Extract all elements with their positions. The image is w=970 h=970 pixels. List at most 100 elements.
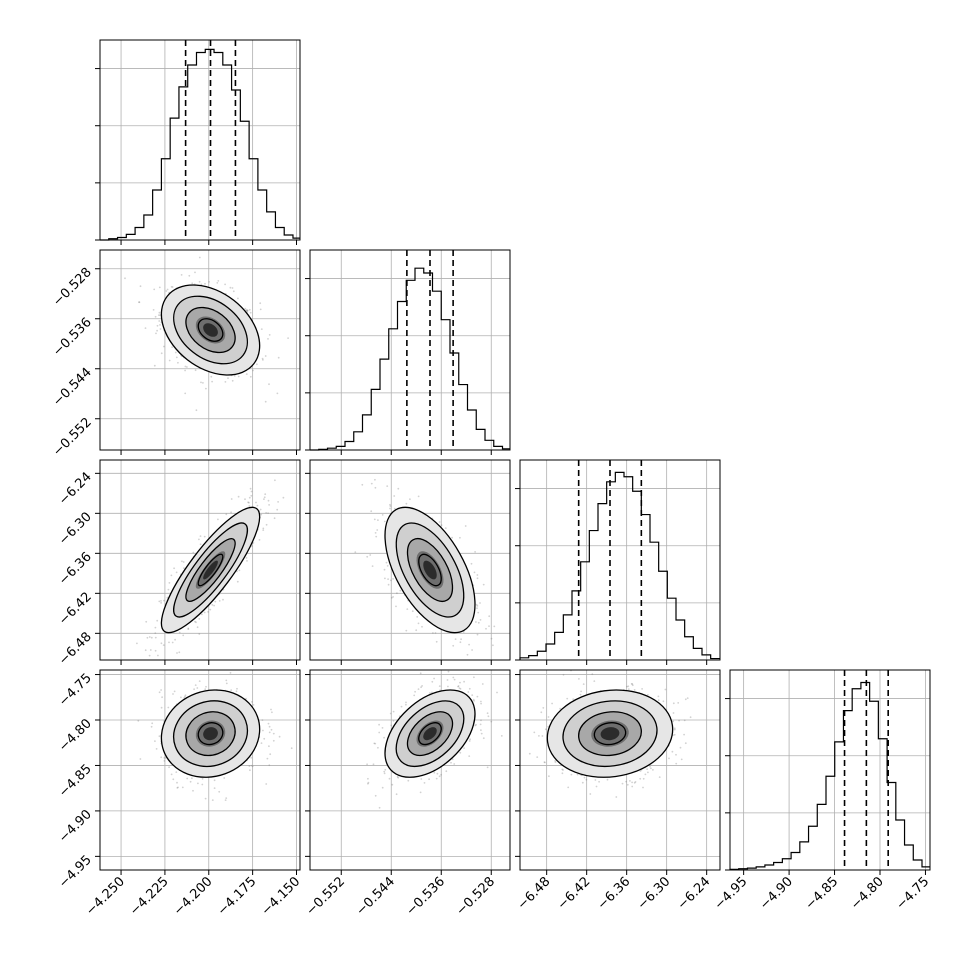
- scatter-point: [621, 782, 624, 785]
- scatter-point: [137, 719, 140, 722]
- scatter-point: [236, 580, 239, 583]
- scatter-point: [395, 793, 398, 796]
- scatter-point: [453, 763, 456, 765]
- scatter-point: [188, 274, 191, 277]
- scatter-point: [411, 610, 414, 613]
- scatter-point: [217, 518, 219, 521]
- scatter-point: [268, 383, 270, 386]
- scatter-point: [156, 324, 159, 327]
- scatter-point: [260, 328, 263, 330]
- panel-frame: [99, 249, 301, 451]
- scatter-content: [137, 672, 293, 801]
- scatter-point: [166, 596, 169, 599]
- x-tick-label: −0.528: [453, 874, 498, 919]
- scatter-point: [210, 375, 213, 378]
- scatter-content: [124, 256, 289, 412]
- scatter-point: [158, 314, 160, 316]
- scatter-point: [672, 712, 675, 714]
- scatter-point: [450, 761, 452, 764]
- scatter-point: [366, 555, 369, 558]
- y-tick-label: −6.42: [56, 590, 95, 629]
- scatter-point: [650, 767, 652, 770]
- scatter-point: [160, 706, 163, 709]
- scatter-point: [249, 375, 252, 378]
- scatter-point: [372, 763, 375, 766]
- y-tick-label: −4.80: [56, 716, 95, 755]
- scatter-point: [205, 387, 207, 390]
- scatter-point: [480, 729, 482, 731]
- scatter-point: [381, 514, 384, 516]
- scatter-point: [631, 683, 634, 685]
- scatter-point: [353, 456, 355, 458]
- y-tick-label: −6.36: [56, 550, 95, 589]
- scatter-point: [247, 501, 250, 504]
- scatter-point: [282, 496, 285, 499]
- scatter-point: [160, 689, 163, 691]
- scatter-point: [457, 685, 460, 687]
- panel-frame: [309, 459, 511, 661]
- scatter-point: [647, 694, 649, 696]
- scatter-point: [417, 622, 420, 625]
- scatter-point: [175, 356, 178, 359]
- scatter-point: [182, 561, 185, 563]
- scatter-point: [225, 679, 228, 682]
- scatter-point: [154, 636, 157, 639]
- x-tick-label: −4.95: [712, 874, 751, 913]
- contour-line: [173, 522, 249, 618]
- scatter-point: [248, 496, 251, 499]
- scatter-point: [389, 507, 391, 510]
- scatter-point: [384, 768, 387, 771]
- scatter-point: [152, 309, 155, 311]
- scatter-point: [399, 589, 402, 592]
- contour-line: [197, 553, 224, 587]
- scatter-point: [385, 561, 388, 564]
- scatter-point: [433, 677, 435, 680]
- scatter-point: [189, 780, 192, 783]
- scatter-point: [198, 280, 201, 283]
- scatter-point: [486, 766, 489, 769]
- scatter-point: [475, 723, 477, 726]
- panel-frame: [729, 669, 931, 871]
- scatter-point: [551, 702, 553, 705]
- density-level: [600, 727, 620, 741]
- scatter-point: [657, 699, 660, 702]
- scatter-point: [397, 487, 400, 490]
- scatter-point: [249, 487, 252, 490]
- scatter-point: [435, 777, 438, 780]
- scatter-point: [181, 560, 183, 563]
- scatter-point: [178, 651, 181, 654]
- scatter-point: [218, 790, 221, 793]
- panel-frame: [519, 669, 721, 871]
- scatter-point: [250, 764, 253, 767]
- scatter-point: [417, 495, 420, 498]
- scatter-point: [264, 400, 267, 403]
- scatter-point: [393, 507, 396, 510]
- scatter-point: [155, 748, 158, 750]
- scatter-point: [182, 634, 185, 637]
- scatter-point: [447, 685, 449, 688]
- scatter-point: [389, 712, 392, 715]
- scatter-point: [171, 286, 174, 288]
- scatter-point: [646, 768, 648, 770]
- scatter-point: [156, 619, 159, 622]
- scatter-point: [381, 727, 384, 729]
- contour-line: [185, 711, 236, 757]
- scatter-point: [171, 346, 174, 348]
- scatter-point: [160, 642, 163, 645]
- scatter-point: [187, 627, 190, 630]
- scatter-point: [447, 670, 450, 673]
- scatter-point: [615, 796, 618, 798]
- scatter-point: [148, 636, 151, 638]
- scatter-point: [396, 775, 399, 778]
- scatter-point: [194, 620, 196, 623]
- scatter-point: [405, 703, 407, 706]
- scatter-point: [276, 392, 279, 395]
- scatter-point: [567, 786, 570, 789]
- scatter-point: [627, 688, 630, 690]
- scatter-point: [369, 554, 372, 556]
- panel-frame: [99, 39, 301, 241]
- scatter-point: [536, 756, 539, 758]
- scatter-content: [353, 456, 496, 656]
- scatter-point: [211, 799, 214, 801]
- histogram-step-line: [100, 48, 300, 241]
